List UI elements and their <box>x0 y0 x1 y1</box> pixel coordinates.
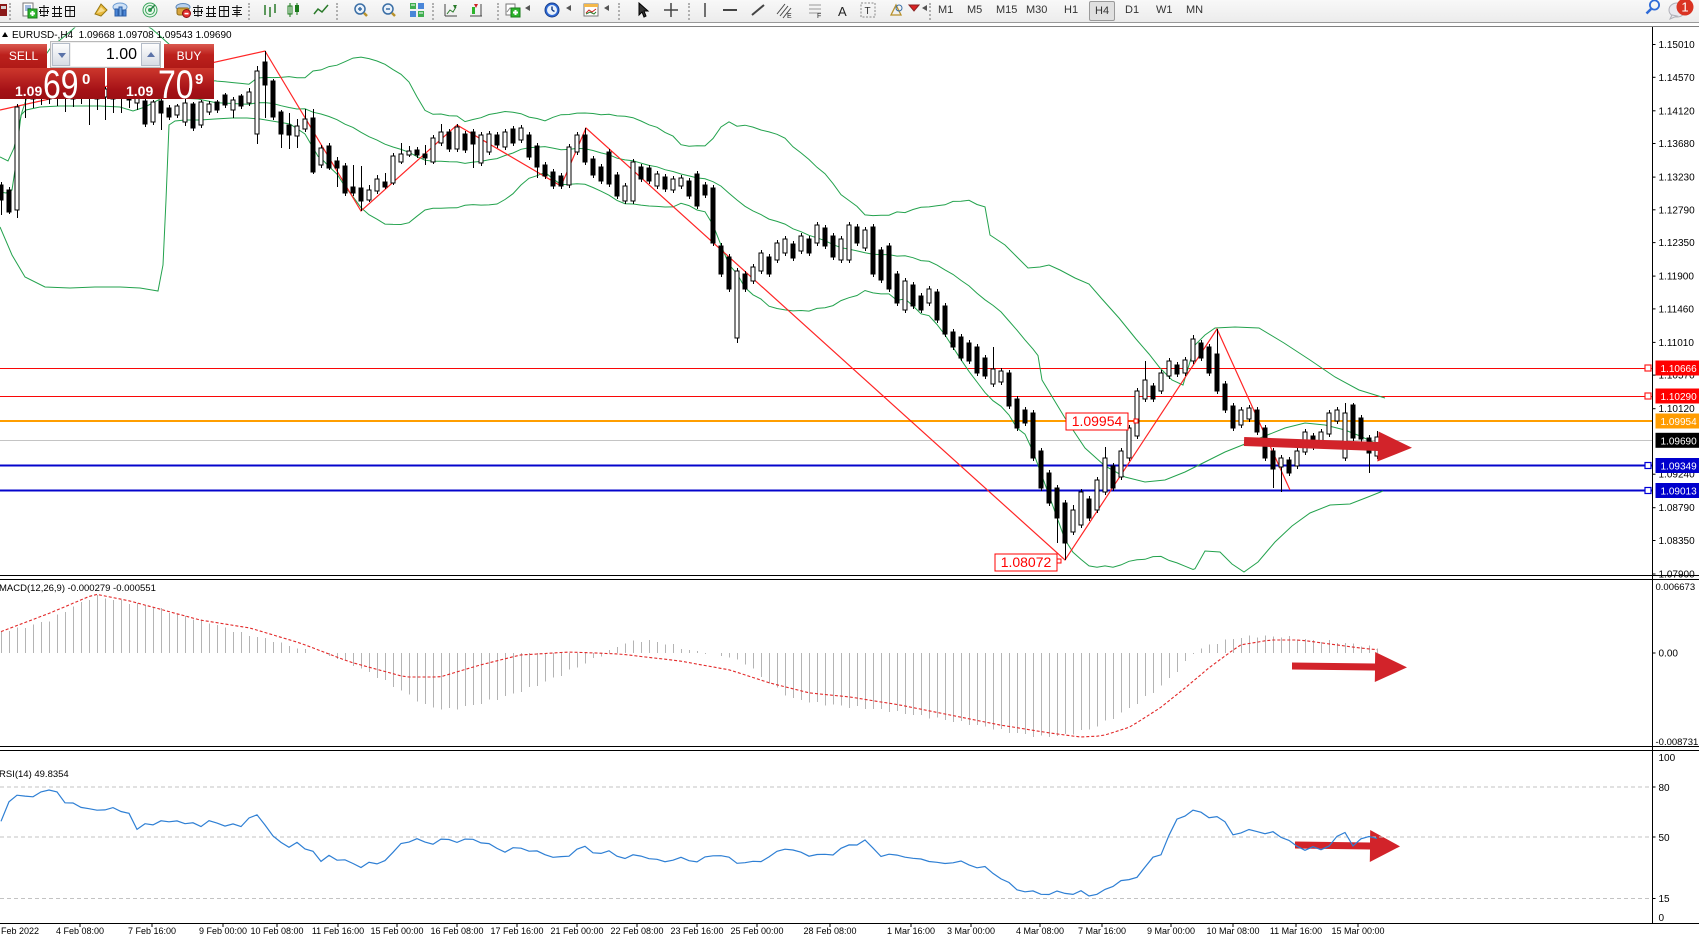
svg-text:15 Feb 00:00: 15 Feb 00:00 <box>370 926 423 936</box>
svg-text:15 Mar 00:00: 15 Mar 00:00 <box>1331 926 1384 936</box>
svg-text:1.10290: 1.10290 <box>1661 392 1698 403</box>
svg-text:28 Feb 08:00: 28 Feb 08:00 <box>803 926 856 936</box>
svg-text:21 Feb 00:00: 21 Feb 00:00 <box>550 926 603 936</box>
svg-text:22 Feb 08:00: 22 Feb 08:00 <box>610 926 663 936</box>
svg-text:1.09349: 1.09349 <box>1661 462 1698 473</box>
svg-text:1.10120: 1.10120 <box>1659 404 1696 415</box>
svg-text:9 Feb 00:00: 9 Feb 00:00 <box>199 926 247 936</box>
svg-text:7 Feb 16:00: 7 Feb 16:00 <box>128 926 176 936</box>
svg-text:F: F <box>817 13 821 20</box>
svg-text:4 Mar 08:00: 4 Mar 08:00 <box>1016 926 1064 936</box>
svg-text:1.13680: 1.13680 <box>1659 139 1696 150</box>
svg-text:9 Mar 00:00: 9 Mar 00:00 <box>1147 926 1195 936</box>
svg-text:1.11010: 1.11010 <box>1659 338 1695 349</box>
svg-text:7 Mar 16:00: 7 Mar 16:00 <box>1078 926 1126 936</box>
svg-text:1.08072: 1.08072 <box>1001 554 1052 570</box>
svg-text:0.006673: 0.006673 <box>1656 582 1696 593</box>
svg-text:1.08350: 1.08350 <box>1659 536 1696 547</box>
svg-text:1.13230: 1.13230 <box>1659 173 1696 184</box>
svg-text:1.09240: 1.09240 <box>1659 470 1696 481</box>
svg-text:1.14120: 1.14120 <box>1659 106 1696 117</box>
svg-text:1.09954: 1.09954 <box>1072 413 1123 429</box>
svg-text:Feb 2022: Feb 2022 <box>1 926 39 936</box>
svg-text:1.14570: 1.14570 <box>1659 73 1696 84</box>
svg-text:RSI(14) 49.8354: RSI(14) 49.8354 <box>0 769 69 780</box>
svg-text:0: 0 <box>1659 913 1665 924</box>
svg-text:1: 1 <box>1681 0 1688 15</box>
svg-text:1.12790: 1.12790 <box>1659 205 1696 216</box>
svg-text:1.12350: 1.12350 <box>1659 238 1696 249</box>
svg-text:E: E <box>787 13 792 20</box>
svg-text:1.10570: 1.10570 <box>1659 371 1696 382</box>
svg-text:80: 80 <box>1659 783 1671 794</box>
svg-text:17 Feb 16:00: 17 Feb 16:00 <box>490 926 543 936</box>
svg-text:1.11460: 1.11460 <box>1659 304 1695 315</box>
svg-text:10 Mar 08:00: 10 Mar 08:00 <box>1206 926 1259 936</box>
svg-text:1.10666: 1.10666 <box>1661 364 1698 375</box>
svg-text:0.00: 0.00 <box>1659 649 1679 660</box>
svg-text:100: 100 <box>1659 753 1676 764</box>
svg-text:16 Feb 08:00: 16 Feb 08:00 <box>430 926 483 936</box>
svg-text:MACD(12,26,9) -0.000279 -0.000: MACD(12,26,9) -0.000279 -0.000551 <box>0 583 156 594</box>
svg-text:-0.008731: -0.008731 <box>1656 737 1699 748</box>
svg-text:4 Feb 08:00: 4 Feb 08:00 <box>56 926 104 936</box>
svg-text:23 Feb 16:00: 23 Feb 16:00 <box>670 926 723 936</box>
svg-text:1.09690: 1.09690 <box>1661 436 1698 447</box>
svg-text:3 Mar 00:00: 3 Mar 00:00 <box>947 926 995 936</box>
svg-text:1.09954: 1.09954 <box>1661 417 1698 428</box>
svg-text:50: 50 <box>1659 833 1671 844</box>
svg-text:1 Mar 16:00: 1 Mar 16:00 <box>887 926 935 936</box>
svg-text:1.09013: 1.09013 <box>1661 487 1698 498</box>
svg-text:10 Feb 08:00: 10 Feb 08:00 <box>250 926 303 936</box>
svg-text:25 Feb 00:00: 25 Feb 00:00 <box>730 926 783 936</box>
svg-text:11 Feb 16:00: 11 Feb 16:00 <box>312 926 364 936</box>
svg-text:1.11900: 1.11900 <box>1659 272 1695 283</box>
svg-text:11 Mar 16:00: 11 Mar 16:00 <box>1270 926 1322 936</box>
svg-text:1.08790: 1.08790 <box>1659 503 1696 514</box>
svg-text:1.15010: 1.15010 <box>1659 40 1696 51</box>
svg-text:15: 15 <box>1659 894 1671 905</box>
svg-text:T: T <box>865 6 871 17</box>
